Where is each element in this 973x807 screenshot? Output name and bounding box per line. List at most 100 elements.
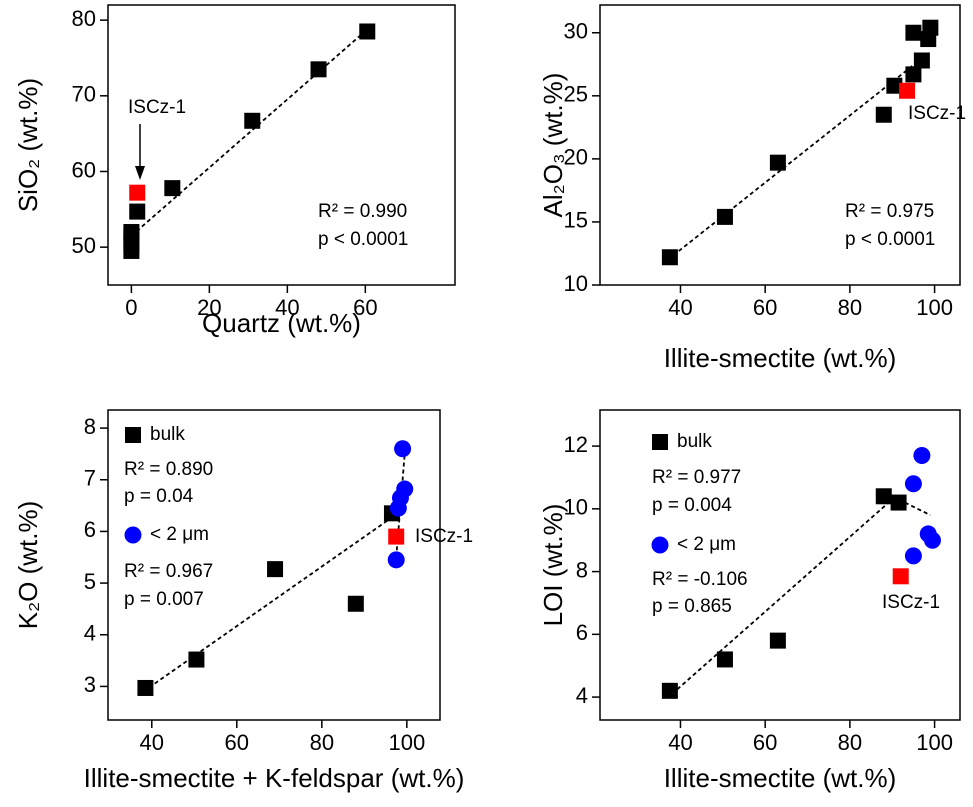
y-tick-label: 5	[84, 569, 96, 594]
fit-line	[130, 27, 370, 237]
point	[188, 651, 205, 668]
point	[922, 19, 939, 36]
y-tick-label: 80	[72, 6, 96, 31]
point	[769, 154, 786, 171]
annotation: R² = 0.890	[124, 459, 213, 480]
x-tick-label: 80	[838, 295, 862, 320]
point	[904, 547, 922, 565]
point	[875, 106, 892, 123]
y-axis-label: K₂O (wt.%)	[13, 501, 43, 630]
point	[661, 249, 678, 266]
plot-frame	[599, 409, 961, 721]
y-tick-label: 30	[564, 19, 588, 44]
point	[267, 561, 284, 578]
y-tick-label: 10	[564, 271, 588, 296]
point	[123, 242, 140, 259]
point	[129, 203, 146, 220]
y-tick-label: 6	[84, 517, 96, 542]
point	[661, 682, 678, 699]
annotation: p = 0.004	[652, 495, 732, 516]
y-axis-label: SiO₂ (wt.%)	[13, 78, 43, 212]
x-tick-label: 100	[388, 730, 425, 755]
point	[310, 61, 327, 78]
point	[388, 528, 405, 545]
point	[905, 24, 922, 41]
point	[886, 77, 903, 94]
annotation: ISCz-1	[128, 97, 186, 118]
annotation: p = 0.04	[124, 486, 194, 507]
x-tick-label: 60	[225, 730, 249, 755]
legend-swatch	[651, 536, 669, 554]
point	[769, 632, 786, 649]
y-tick-label: 3	[84, 672, 96, 697]
annotation: R² = -0.106	[652, 569, 748, 590]
x-tick-label: 60	[353, 295, 377, 320]
legend-label: < 2 μm	[150, 524, 209, 545]
y-tick-label: 7	[84, 466, 96, 491]
x-tick-label: 40	[668, 295, 692, 320]
legend-swatch	[124, 526, 142, 544]
x-tick-label: 40	[668, 730, 692, 755]
x-tick-label: 80	[838, 730, 862, 755]
point	[716, 208, 733, 225]
point	[890, 494, 907, 511]
point	[244, 112, 261, 129]
point	[923, 531, 941, 549]
point	[129, 184, 146, 201]
annotation: p = 0.865	[652, 596, 732, 617]
y-tick-label: 15	[564, 208, 588, 233]
x-axis-label: Illite-smectite (wt.%)	[664, 763, 897, 793]
x-tick-label: 40	[275, 295, 299, 320]
point	[905, 66, 922, 83]
point	[899, 82, 916, 99]
annotation: p = 0.007	[124, 589, 204, 610]
point	[913, 446, 931, 464]
legend-label: < 2 μm	[677, 534, 736, 555]
point	[394, 440, 412, 458]
y-tick-label: 4	[576, 683, 588, 708]
point	[389, 499, 407, 517]
fit-line	[904, 501, 931, 516]
x-tick-label: 40	[140, 730, 164, 755]
y-tick-label: 8	[576, 557, 588, 582]
annotation: ISCz-1	[908, 103, 966, 124]
y-tick-label: 60	[72, 157, 96, 182]
point	[359, 23, 376, 40]
legend-label: bulk	[150, 424, 185, 445]
annotation: p < 0.0001	[318, 229, 408, 250]
legend-swatch	[125, 427, 141, 443]
point	[387, 551, 405, 569]
x-tick-label: 0	[125, 295, 137, 320]
arrow-head	[135, 166, 145, 180]
legend-swatch	[652, 434, 668, 450]
point	[892, 568, 909, 585]
point	[875, 488, 892, 505]
annotation: ISCz-1	[415, 526, 473, 547]
x-tick-label: 100	[916, 295, 953, 320]
y-tick-label: 20	[564, 145, 588, 170]
x-tick-label: 100	[916, 730, 953, 755]
x-tick-label: 20	[197, 295, 221, 320]
y-tick-label: 12	[564, 432, 588, 457]
annotation: R² = 0.977	[652, 467, 741, 488]
y-tick-label: 50	[72, 233, 96, 258]
point	[904, 475, 922, 493]
annotation: R² = 0.975	[845, 201, 934, 222]
y-axis-label: Al₂O₃ (wt.%)	[538, 73, 568, 218]
plot-frame	[107, 4, 456, 286]
annotation: R² = 0.967	[124, 561, 213, 582]
x-tick-label: 60	[753, 295, 777, 320]
y-tick-label: 8	[84, 414, 96, 439]
fit-line	[142, 515, 395, 693]
annotation: p < 0.0001	[845, 229, 935, 250]
y-tick-label: 25	[564, 82, 588, 107]
x-axis-label: Quartz (wt.%)	[202, 308, 361, 338]
y-tick-label: 70	[72, 82, 96, 107]
y-tick-label: 10	[564, 495, 588, 520]
x-axis-label: Illite-smectite + K-feldspar (wt.%)	[84, 763, 465, 793]
x-tick-label: 60	[753, 730, 777, 755]
point	[137, 679, 154, 696]
annotation: R² = 0.990	[318, 201, 407, 222]
legend-label: bulk	[677, 431, 712, 452]
